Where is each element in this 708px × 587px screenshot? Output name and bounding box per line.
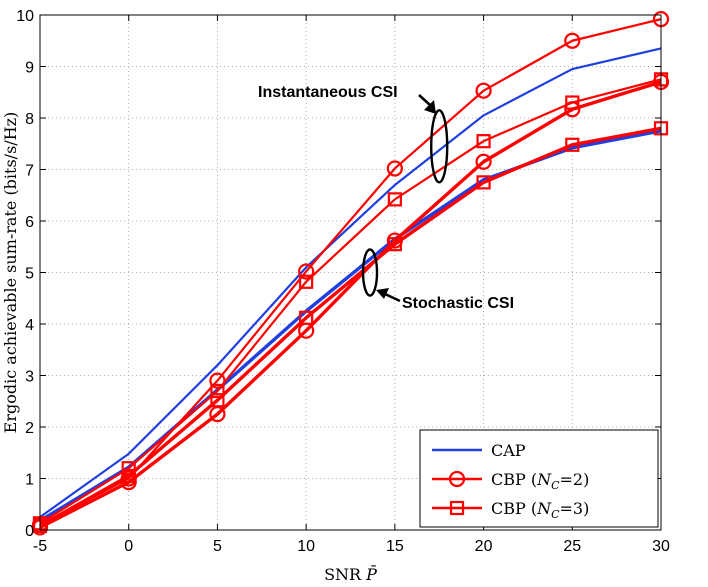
stochastic-arrowhead: [376, 288, 389, 299]
data-point-square: [476, 134, 491, 149]
x-tick-label: -5: [33, 538, 47, 555]
legend-marker-square: [449, 500, 465, 516]
y-axis-title: Ergodic achievable sum-rate (bits/s/Hz): [1, 112, 20, 434]
x-tick-label: 30: [652, 538, 670, 555]
y-tick-label: 7: [25, 163, 34, 180]
data-point-square: [210, 383, 225, 399]
data-point-circle: [564, 32, 581, 49]
instantaneous-group-ellipse: [430, 109, 449, 184]
series-instantaneous-csi-none: [39, 47, 662, 519]
data-point-circle: [475, 153, 492, 170]
y-tick-label: 10: [16, 8, 34, 25]
stochastic-csi-label: Stochastic CSI: [402, 295, 514, 312]
y-tick-label: 2: [25, 420, 34, 437]
axis-ticks: [39, 14, 662, 531]
legend-label: CBP (NC=3): [491, 499, 589, 521]
x-tick-label: 5: [213, 538, 222, 555]
legend: CAP CBP (NC=2) CBP (NC=3): [419, 429, 659, 528]
y-tick-label: 6: [25, 214, 34, 231]
instantaneous-csi-label: Instantaneous CSI: [258, 84, 398, 101]
x-tick-label: 0: [124, 538, 133, 555]
series-line: [39, 47, 662, 519]
legend-label: CBP (NC=2): [491, 470, 589, 492]
legend-marker-circle: [448, 470, 466, 488]
data-point-square: [299, 310, 314, 325]
series-line: [39, 126, 662, 528]
instantaneous-arrow: [418, 94, 431, 106]
y-tick-label: 4: [25, 317, 34, 334]
data-point-square: [565, 137, 580, 152]
x-tick-label: 20: [475, 538, 493, 555]
instantaneous-arrowhead: [424, 100, 436, 114]
y-tick-label: 3: [25, 369, 34, 386]
x-axis-title: SNR P̄: [324, 563, 377, 584]
legend-item-2: CBP (NC=2): [432, 470, 589, 492]
stochastic-group-ellipse: [361, 248, 379, 297]
data-point-square: [387, 192, 402, 207]
data-point-square: [210, 393, 225, 408]
x-tick-label: 25: [563, 538, 581, 555]
stochastic-arrow: [384, 292, 401, 303]
data-point-square: [121, 468, 136, 484]
legend-item-3: CBP (NC=3): [432, 499, 589, 521]
data-point-circle: [475, 82, 492, 99]
legend-label: CAP: [491, 441, 526, 460]
series-line: [39, 80, 662, 529]
data-point-circle: [298, 263, 315, 280]
series-line: [39, 78, 662, 525]
x-axis-title-symbol: P̄: [365, 563, 377, 584]
data-point-circle: [564, 101, 581, 118]
y-tick-label: 1: [25, 472, 34, 489]
y-tick-label: 9: [25, 60, 34, 77]
legend-item-1: CAP: [432, 441, 526, 460]
series-stochastic-csi-square: [32, 121, 669, 533]
y-tick-label: 8: [25, 111, 34, 128]
x-axis-title-text: SNR: [324, 565, 362, 584]
annotations: Instantaneous CSI Stochastic CSI: [258, 84, 514, 312]
data-point-square: [476, 175, 491, 190]
data-point-circle: [386, 160, 403, 177]
y-tick-label: 5: [25, 266, 34, 283]
data-point-square: [387, 237, 402, 252]
x-tick-label: 10: [297, 538, 315, 555]
series-layer: [31, 11, 670, 536]
x-tick-label: 15: [386, 538, 404, 555]
y-tick-label: 0: [25, 523, 34, 540]
data-point-square: [299, 274, 314, 289]
